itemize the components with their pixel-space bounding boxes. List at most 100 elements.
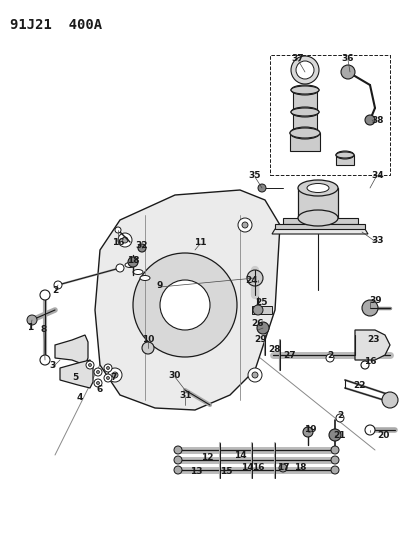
Text: 28: 28 [268,345,280,354]
Circle shape [173,466,182,474]
Text: 2: 2 [52,286,58,295]
Circle shape [133,253,236,357]
Bar [282,218,357,224]
Text: 9: 9 [157,280,163,289]
Text: 34: 34 [371,171,383,180]
Circle shape [247,368,261,382]
Circle shape [108,368,122,382]
Circle shape [256,322,268,334]
Circle shape [295,61,313,79]
Circle shape [173,446,182,454]
Circle shape [40,355,50,365]
Text: 14: 14 [233,450,246,459]
Circle shape [104,364,112,372]
Bar [297,188,337,218]
Circle shape [138,244,146,252]
Circle shape [142,342,154,354]
Text: 35: 35 [248,171,261,180]
Circle shape [94,379,102,387]
Ellipse shape [306,183,328,192]
Circle shape [364,115,374,125]
Bar [269,55,389,175]
Bar [292,112,316,132]
Circle shape [112,372,118,378]
Text: 1: 1 [27,324,33,333]
Circle shape [106,367,109,369]
Circle shape [118,233,132,247]
Text: 23: 23 [367,335,379,344]
Ellipse shape [335,152,353,158]
Ellipse shape [290,85,318,95]
Ellipse shape [289,128,319,138]
Polygon shape [60,360,93,388]
Circle shape [302,427,312,437]
Circle shape [330,446,338,454]
Text: 4: 4 [77,393,83,402]
Circle shape [128,257,138,267]
Text: 39: 39 [369,295,381,304]
Circle shape [330,456,338,464]
Circle shape [278,464,286,472]
Circle shape [360,361,368,369]
Circle shape [364,425,374,435]
Bar [252,306,271,314]
Text: 30: 30 [169,370,181,379]
Text: 6: 6 [97,385,103,394]
Circle shape [96,382,99,384]
Text: 21: 21 [333,431,345,440]
Text: 24: 24 [245,276,258,285]
Text: 38: 38 [371,116,383,125]
Circle shape [54,281,62,289]
Bar [292,90,316,110]
Circle shape [122,237,128,243]
Circle shape [86,361,94,369]
Circle shape [328,429,340,441]
Text: 14: 14 [240,464,253,472]
Circle shape [40,290,50,300]
Text: 18: 18 [293,464,306,472]
Text: 32: 32 [135,240,148,249]
Circle shape [335,414,343,422]
Ellipse shape [335,151,353,159]
Text: 3: 3 [50,360,56,369]
Text: 20: 20 [376,431,388,440]
Text: 31: 31 [179,391,192,400]
Ellipse shape [297,180,337,196]
Text: 10: 10 [142,335,154,344]
Ellipse shape [290,86,318,94]
Circle shape [94,368,102,376]
Ellipse shape [297,210,337,226]
Bar [274,224,364,229]
Ellipse shape [140,276,150,280]
Circle shape [237,218,252,232]
Circle shape [340,65,354,79]
Bar [335,155,353,165]
Text: 8: 8 [41,326,47,335]
Text: 2: 2 [326,351,332,359]
Circle shape [106,376,109,379]
Circle shape [290,56,318,84]
Ellipse shape [289,127,319,139]
Bar [289,133,319,151]
Text: 16: 16 [251,464,263,472]
Polygon shape [55,335,88,365]
Ellipse shape [133,270,142,274]
Circle shape [252,305,262,315]
Polygon shape [271,229,367,234]
Text: 25: 25 [255,297,268,306]
Text: 26: 26 [251,319,263,327]
Circle shape [159,280,209,330]
Circle shape [247,270,262,286]
Circle shape [173,456,182,464]
Text: 2: 2 [336,410,342,419]
Polygon shape [354,330,389,360]
Text: 13: 13 [189,467,202,477]
Text: 7: 7 [111,374,117,383]
Circle shape [330,466,338,474]
Circle shape [27,315,37,325]
Text: 37: 37 [291,53,304,62]
Text: 18: 18 [126,255,139,264]
Circle shape [325,354,333,362]
Text: 16: 16 [112,238,124,246]
Text: 11: 11 [193,238,206,246]
